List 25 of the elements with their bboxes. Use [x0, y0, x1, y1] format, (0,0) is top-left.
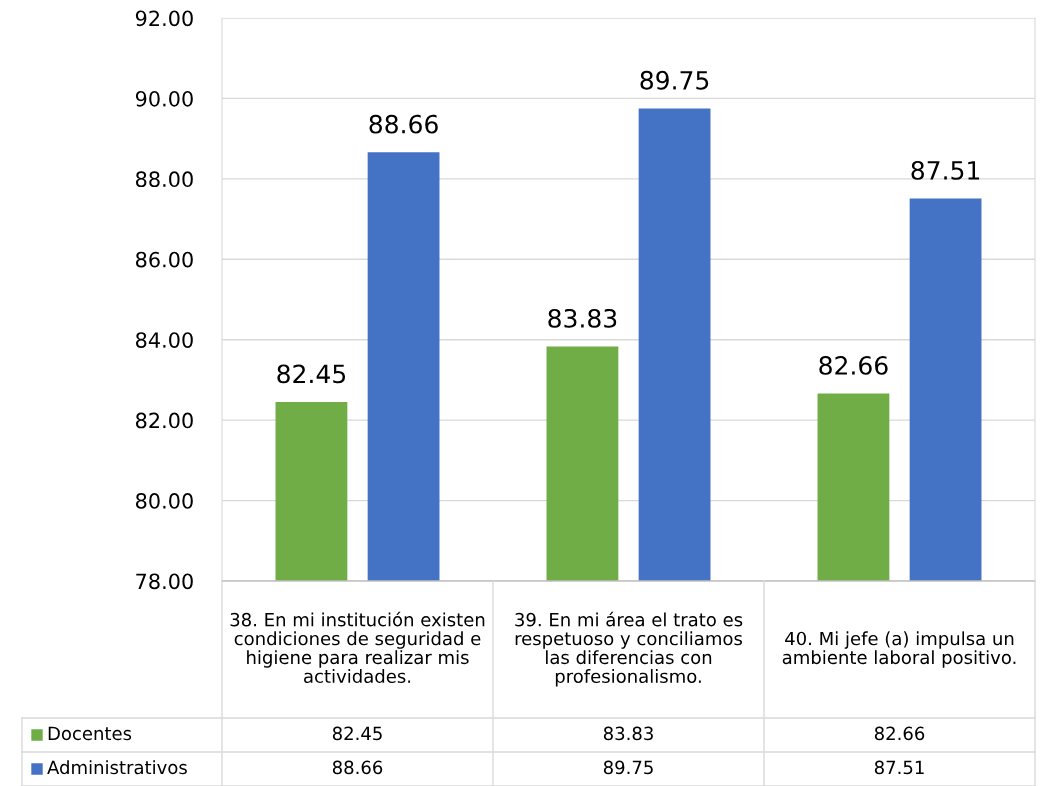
legend-label: Docentes: [48, 726, 132, 741]
text: 88.66: [332, 760, 383, 775]
data-label: 83.83: [548, 308, 617, 328]
y-tick-label: 82.00: [135, 412, 193, 429]
data-label: 88.66: [369, 114, 438, 134]
text: 82.66: [874, 726, 925, 741]
y-tick-label: 90.00: [135, 90, 193, 107]
x-tick-label: 38. En mi institución existen condiciones de seguridad e higiene para realizar mis actividades.: [230, 611, 485, 684]
data-label: 82.66: [819, 355, 888, 375]
x-tick-label: 39. En mi área el trato es respetuoso y conciliamos las diferencias con profesionalismo.: [515, 611, 743, 687]
y-tick-label: 80.00: [135, 493, 193, 509]
legend-label: Administrativos: [47, 760, 187, 775]
y-tick-label: 92.00: [135, 10, 193, 27]
text: 89.75: [603, 760, 653, 775]
y-tick-label: 86.00: [135, 251, 193, 268]
y-tick-label: 78.00: [136, 573, 193, 590]
data-label: 82.45: [277, 364, 346, 384]
x-tick-label: 40. Mi jefe (a) impulsa un ambiente laboral positivo.: [782, 631, 1016, 668]
text: 82.45: [332, 726, 382, 741]
text: 83.83: [603, 726, 653, 741]
data-label: 87.51: [911, 160, 980, 180]
y-tick-label: 88.00: [135, 171, 193, 188]
text: 87.51: [874, 760, 924, 775]
data-label: 89.75: [640, 70, 709, 90]
y-tick-label: 84.00: [135, 332, 193, 348]
